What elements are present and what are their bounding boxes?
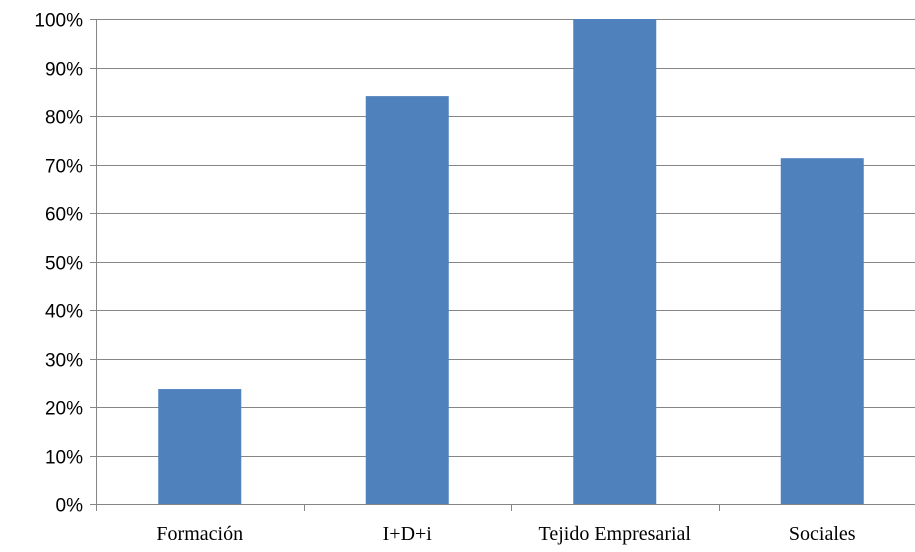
- y-tick-label: 30%: [45, 351, 83, 372]
- axes: [90, 19, 915, 511]
- x-tick-label: Formación: [156, 523, 243, 545]
- y-tick-label: 70%: [45, 157, 83, 178]
- x-tick-labels: Formación I+D+i Tejido Empresarial Sociales: [156, 523, 855, 545]
- y-tick-label: 10%: [45, 448, 83, 469]
- bars: [158, 19, 864, 505]
- y-tick-label: 90%: [45, 60, 83, 81]
- y-tick-label: 60%: [45, 205, 83, 226]
- y-tick-label: 50%: [45, 254, 83, 275]
- x-tick-label: Sociales: [789, 523, 856, 545]
- y-tick-labels: 0% 10% 20% 30% 40% 50% 60% 70% 80% 90% 100%: [34, 11, 83, 517]
- y-tick-label: 100%: [34, 11, 83, 32]
- y-tick-label: 40%: [45, 302, 83, 323]
- x-tick-label: Tejido Empresarial: [539, 523, 692, 545]
- bar-sociales: [780, 158, 864, 504]
- bar-formaci-n: [158, 389, 242, 504]
- bar-i-d-i: [365, 96, 449, 505]
- y-tick-label: 80%: [45, 108, 83, 129]
- y-tick-label: 0%: [56, 496, 84, 517]
- bar-tejido-empresarial: [573, 19, 657, 504]
- y-tick-label: 20%: [45, 399, 83, 420]
- x-tick-label: I+D+i: [383, 523, 433, 545]
